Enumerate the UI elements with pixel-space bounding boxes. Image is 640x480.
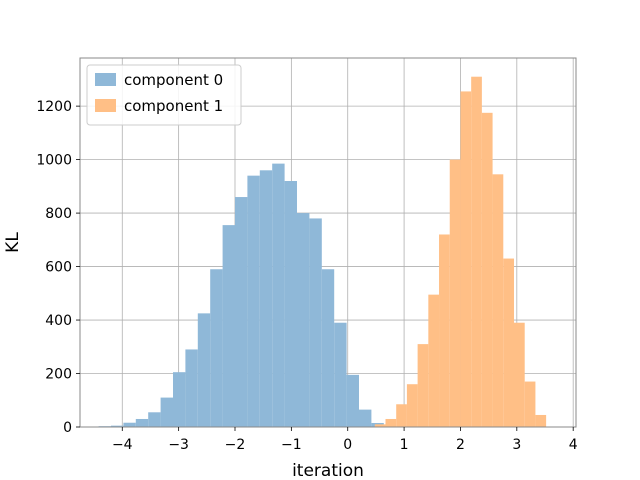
- histogram-bar-series-0: [173, 372, 186, 427]
- histogram-bar-series-1: [471, 76, 482, 427]
- histogram-bar-series-0: [247, 175, 260, 427]
- legend-label: component 0: [124, 71, 223, 89]
- histogram-bar-series-1: [503, 258, 514, 427]
- histogram-bar-series-0: [210, 269, 223, 427]
- y-tick-label: 600: [45, 260, 72, 276]
- x-tick-label: −3: [168, 437, 189, 453]
- x-tick-label: 0: [343, 437, 352, 453]
- histogram-bar-series-0: [309, 218, 322, 427]
- y-tick-label: 0: [63, 420, 72, 436]
- plot-area-frame: [79, 57, 577, 428]
- histogram-bar-series-1: [385, 418, 397, 427]
- y-tick-label: 800: [45, 206, 72, 222]
- histogram-bar-series-1: [417, 344, 429, 427]
- x-axis-label: iteration: [292, 461, 364, 480]
- histogram-bar-series-1: [460, 91, 472, 427]
- x-tick-label: −1: [281, 437, 302, 453]
- histogram-bar-series-0: [284, 181, 297, 427]
- legend-box: [86, 64, 242, 126]
- histogram-bar-series-1: [406, 384, 418, 427]
- histogram-bar-series-0: [297, 213, 310, 427]
- histogram-bar-series-0: [222, 225, 235, 427]
- histogram-bar-series-0: [334, 322, 347, 427]
- histogram-bar-series-0: [346, 374, 359, 427]
- histogram-bar-series-0: [135, 418, 149, 427]
- histogram-bar-series-1: [524, 381, 536, 427]
- histogram-bar-series-1: [439, 234, 450, 427]
- histogram-bar-series-0: [148, 412, 161, 427]
- histogram-bars: [98, 76, 547, 427]
- y-axis-label: KL: [3, 232, 23, 253]
- histogram-bar-series-0: [321, 269, 335, 427]
- legend: component 0 component 1: [86, 64, 242, 126]
- histogram-bar-series-0: [123, 422, 136, 427]
- y-tick-label: 400: [45, 313, 72, 329]
- histogram-bar-series-0: [197, 313, 211, 427]
- histogram-bar-series-1: [535, 414, 547, 427]
- histogram-bar-series-0: [272, 163, 285, 427]
- histogram-bar-series-0: [235, 197, 248, 427]
- histogram-bar-series-1: [428, 294, 440, 427]
- x-tick-label: 3: [512, 437, 521, 453]
- histogram-bar-series-0: [185, 349, 198, 427]
- x-tick-label: 2: [456, 437, 465, 453]
- histogram-bar-series-0: [160, 397, 173, 427]
- histogram-bar-series-1: [481, 112, 493, 427]
- histogram-bar-series-1: [514, 322, 525, 427]
- histogram-bar-series-0: [111, 425, 124, 427]
- y-tick-label: 1000: [36, 153, 72, 169]
- x-tick-label: 4: [569, 437, 578, 453]
- legend-swatch: [95, 73, 116, 86]
- y-tick-label: 200: [45, 367, 72, 383]
- y-tick-label: 1200: [36, 99, 72, 115]
- histogram-bar-series-1: [449, 159, 461, 427]
- histogram-bar-series-1: [396, 404, 407, 427]
- histogram-bar-series-1: [374, 424, 386, 427]
- axis-ticks: −4 −3 −2 −1 0 1 2 3 4 0 200 400 600 800 1000 1200: [36, 99, 577, 453]
- histogram-bar-series-1: [492, 174, 504, 427]
- histogram-bar-series-0: [259, 170, 273, 427]
- legend-swatch: [95, 99, 116, 112]
- legend-label: component 1: [124, 97, 223, 115]
- x-tick-label: −2: [225, 437, 246, 453]
- x-tick-label: −4: [112, 437, 133, 453]
- x-tick-label: 1: [400, 437, 409, 453]
- histogram-bar-series-0: [359, 409, 372, 427]
